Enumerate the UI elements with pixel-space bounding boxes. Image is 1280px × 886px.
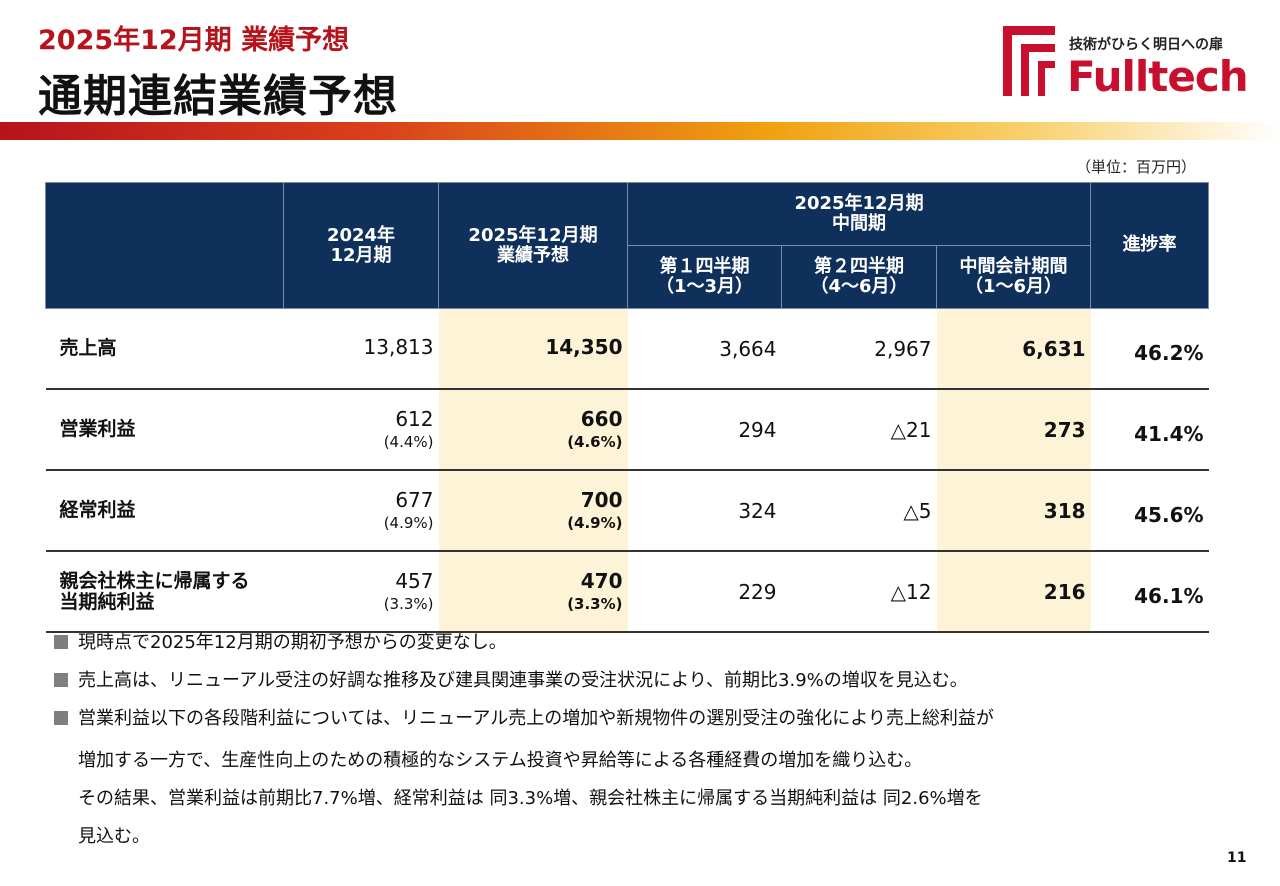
- table-row: 親会社株主に帰属する 当期純利益 457 (3.3%) 470 (3.3%) 229 …: [45, 551, 1209, 633]
- cell-q2: △12: [781, 551, 937, 633]
- company-logo: 技術がひらく明日への扉 Fulltech: [1003, 26, 1253, 101]
- cell-forecast: 470 (3.3%): [438, 551, 628, 633]
- cell-q2: 2,967: [781, 308, 937, 390]
- header-fy2025-forecast: 2025年12月期 業績予想: [438, 182, 628, 309]
- page-number: 11: [1227, 850, 1247, 866]
- list-item: 営業利益以下の各段階利益については、リニューアル売上の増加や新規物件の選別受注の…: [54, 704, 994, 734]
- cell-fy2024: 612 (4.4%): [283, 389, 439, 471]
- logo-tagline: 技術がひらく明日への扉: [1069, 37, 1223, 53]
- cell-q1: 324: [627, 470, 782, 552]
- forecast-table: 2024年 12月期 2025年12月期 業績予想 2025年12月期 中間期 進捗率…: [45, 182, 1210, 633]
- cell-forecast: 660 (4.6%): [438, 389, 628, 471]
- row-label: 経常利益: [45, 470, 284, 552]
- header-fy2024: 2024年 12月期: [283, 182, 439, 309]
- cell-interim: 216: [936, 551, 1091, 633]
- header-progress: 進捗率: [1090, 182, 1210, 309]
- cell-interim: 318: [936, 470, 1091, 552]
- bullet-square-icon: [54, 635, 68, 649]
- slide-subtitle: 2025年12月期 業績予想: [38, 25, 350, 56]
- cell-fy2024: 677 (4.9%): [283, 470, 439, 552]
- cell-forecast: 14,350: [438, 308, 628, 390]
- header-gradient-bar: [0, 122, 1280, 140]
- slide-title: 通期連結業績予想: [38, 71, 398, 122]
- table-row: 営業利益 612 (4.4%) 660 (4.6%) 294 △21 273 41.…: [45, 389, 1209, 471]
- cell-forecast: 700 (4.9%): [438, 470, 628, 552]
- header-q2: 第２四半期 （4～6月）: [781, 245, 937, 309]
- list-item: 現時点で2025年12月期の期初予想からの変更なし。: [54, 628, 994, 658]
- table-row: 売上高 13,813 14,350 3,664 2,967 6,631 46.2…: [45, 308, 1209, 390]
- note-continuation: 増加する一方で、生産性向上のための積極的なシステム投資や昇給等による各種経費の増…: [78, 750, 983, 847]
- cell-q2: △5: [781, 470, 937, 552]
- header-empty-cell: [45, 182, 284, 309]
- row-label: 売上高: [45, 308, 284, 390]
- unit-note: （単位：百万円）: [1076, 158, 1197, 176]
- cell-progress: 45.6%: [1090, 470, 1209, 552]
- logo-mark-icon: [1003, 26, 1055, 96]
- cell-fy2024: 13,813: [283, 308, 439, 390]
- row-label: 営業利益: [45, 389, 284, 471]
- list-item: 売上高は、リニューアル受注の好調な推移及び建具関連事業の受注状況により、前期比3…: [54, 666, 994, 696]
- cell-q1: 229: [627, 551, 782, 633]
- cell-interim: 273: [936, 389, 1091, 471]
- bullet-square-icon: [54, 673, 68, 687]
- cell-fy2024: 457 (3.3%): [283, 551, 439, 633]
- header-q1: 第１四半期 （1～3月）: [627, 245, 782, 309]
- notes-section: 現時点で2025年12月期の期初予想からの変更なし。 売上高は、リニューアル受注…: [54, 628, 994, 856]
- row-label: 親会社株主に帰属する 当期純利益: [45, 551, 284, 633]
- cell-q1: 3,664: [627, 308, 782, 390]
- header-interim-total: 中間会計期間 （1～6月）: [935, 245, 1092, 309]
- cell-q2: △21: [781, 389, 937, 471]
- header-interim-group: 2025年12月期 中間期: [626, 182, 1092, 246]
- cell-progress: 41.4%: [1090, 389, 1209, 471]
- table-row: 経常利益 677 (4.9%) 700 (4.9%) 324 △5 318 45.6…: [45, 470, 1209, 552]
- cell-interim: 6,631: [936, 308, 1091, 390]
- cell-progress: 46.1%: [1090, 551, 1209, 633]
- cell-progress: 46.2%: [1090, 308, 1209, 390]
- bullet-square-icon: [54, 711, 68, 725]
- cell-q1: 294: [627, 389, 782, 471]
- logo-brand-text: Fulltech: [1067, 52, 1249, 101]
